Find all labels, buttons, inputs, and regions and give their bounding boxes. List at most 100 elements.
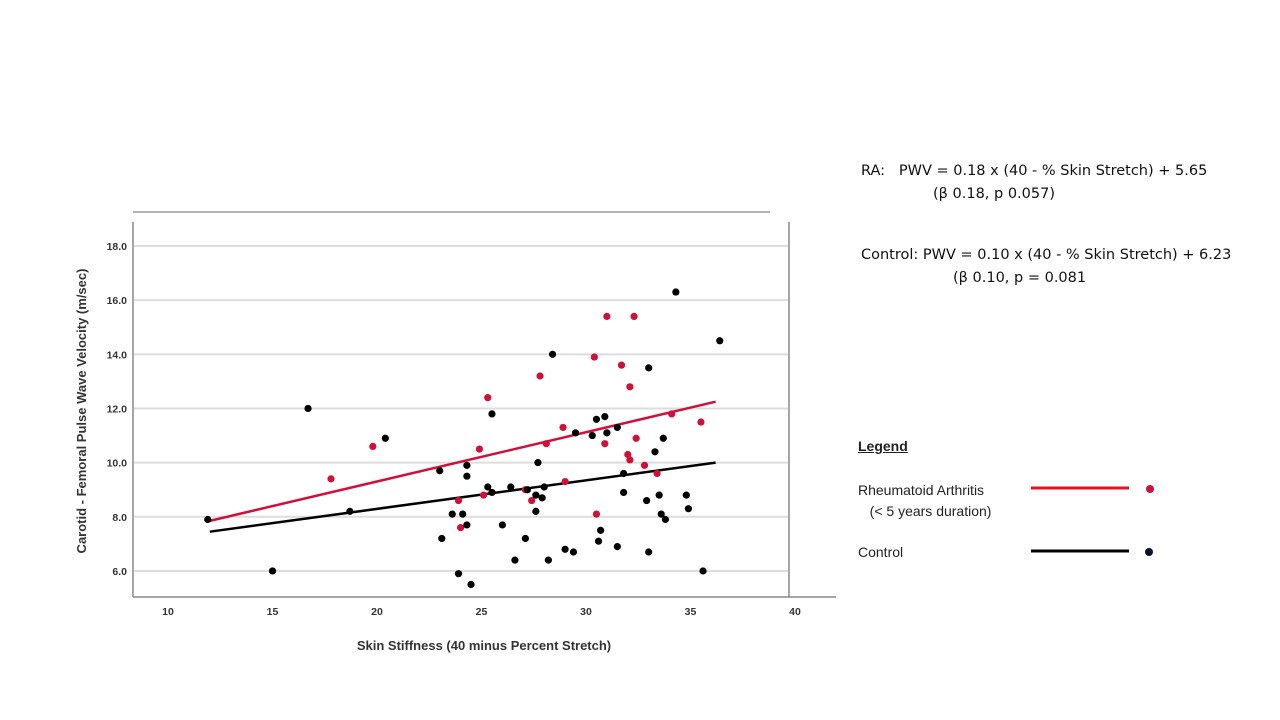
ra-data-point xyxy=(697,418,705,426)
ra-data-point xyxy=(484,394,492,402)
x-tick-label: 10 xyxy=(162,606,174,618)
control-data-point xyxy=(532,491,540,499)
x-tick-label: 35 xyxy=(685,606,697,618)
control-data-point xyxy=(346,507,354,515)
control-fit-line xyxy=(209,461,716,533)
x-tick-label: 15 xyxy=(267,606,279,618)
control-data-point xyxy=(484,483,492,491)
control-data-point xyxy=(657,510,665,518)
ra-data-point xyxy=(542,440,550,448)
control-data-point xyxy=(548,350,557,358)
control-data-point xyxy=(620,469,628,478)
data-points xyxy=(204,288,724,589)
control-data-point xyxy=(438,534,446,543)
control-data-point xyxy=(716,337,724,345)
ra-data-point xyxy=(561,477,569,486)
legend-control-label: Control xyxy=(858,544,904,560)
control-data-point xyxy=(467,580,475,589)
control-data-point xyxy=(532,507,540,515)
control-data-point xyxy=(488,488,496,497)
control-data-point xyxy=(523,486,532,494)
legend-control-marker xyxy=(1145,548,1153,556)
y-tick-label: 14.0 xyxy=(107,349,128,361)
control-data-point xyxy=(643,496,651,505)
ra-data-point xyxy=(624,450,632,459)
control-equation: Control: PWV = 0.10 x (40 - % Skin Stret… xyxy=(861,247,1232,263)
ra-data-point xyxy=(632,434,640,442)
y-tick-labels: 6.0 8.0 10.0 12.0 14.0 16.0 18.0 xyxy=(107,241,128,578)
control-statistics: (β 0.10, p = 0.081 xyxy=(953,270,1087,286)
y-tick-label: 16.0 xyxy=(107,295,128,307)
ra-data-point xyxy=(369,442,377,450)
control-data-point xyxy=(459,510,467,518)
control-data-point xyxy=(603,429,611,437)
control-data-point xyxy=(594,537,603,545)
y-tick-label: 10.0 xyxy=(107,458,128,470)
ra-data-point xyxy=(454,496,463,505)
control-data-point xyxy=(561,545,569,553)
ra-data-point xyxy=(601,440,609,448)
control-data-point xyxy=(651,448,659,456)
control-data-point xyxy=(544,556,552,564)
x-axis-label: Skin Stiffness (40 minus Percent Stretch… xyxy=(357,638,611,653)
ra-data-point xyxy=(603,312,611,321)
ra-data-point xyxy=(536,372,544,380)
control-data-point xyxy=(659,434,667,442)
ra-data-point xyxy=(668,410,676,418)
control-data-point xyxy=(661,515,670,524)
control-data-point xyxy=(511,556,519,564)
control-data-point xyxy=(204,515,212,524)
ra-data-point xyxy=(479,491,488,499)
control-data-point xyxy=(684,505,693,513)
ra-data-point xyxy=(475,445,484,453)
control-data-point xyxy=(507,483,515,491)
fit-lines xyxy=(209,400,716,533)
x-tick-label: 40 xyxy=(789,606,801,618)
control-data-point xyxy=(645,364,653,372)
control-data-point xyxy=(436,467,444,475)
ra-data-point xyxy=(640,461,649,469)
control-data-point xyxy=(571,429,580,437)
legend-ra-label: Rheumatoid Arthritis (< 5 years duration… xyxy=(858,482,992,519)
control-data-point xyxy=(645,548,653,556)
legend-ra-marker xyxy=(1146,485,1154,493)
ra-fit-line xyxy=(209,400,716,523)
y-tick-label: 8.0 xyxy=(112,512,127,524)
ra-data-point xyxy=(617,361,626,369)
control-data-point xyxy=(521,534,529,543)
ra-data-point xyxy=(626,456,634,464)
control-data-point xyxy=(381,434,389,442)
y-tick-label: 12.0 xyxy=(107,403,128,415)
ra-data-point xyxy=(559,423,567,432)
x-tick-label: 25 xyxy=(476,606,488,618)
control-data-point xyxy=(534,459,542,467)
y-tick-label: 6.0 xyxy=(112,566,127,578)
y-tick-label: 18.0 xyxy=(107,241,128,253)
control-data-point xyxy=(463,521,471,529)
ra-data-point xyxy=(590,353,598,361)
control-data-point xyxy=(588,431,596,440)
control-data-point xyxy=(613,423,621,432)
control-data-point xyxy=(448,510,456,518)
ra-data-point xyxy=(327,475,335,483)
control-data-point xyxy=(538,494,546,502)
control-data-point xyxy=(601,413,609,421)
ra-data-point xyxy=(653,469,661,478)
ra-equation: RA: PWV = 0.18 x (40 - % Skin Stretch) +… xyxy=(861,163,1208,179)
control-data-point xyxy=(682,491,690,499)
x-tick-labels: 10 15 20 25 30 35 40 xyxy=(162,606,801,618)
control-data-point xyxy=(488,410,496,418)
ra-data-point xyxy=(626,383,634,391)
control-data-point xyxy=(592,415,601,423)
control-data-point xyxy=(597,526,605,534)
control-data-point xyxy=(268,567,277,575)
ra-data-point xyxy=(592,510,601,518)
control-data-point xyxy=(699,567,707,575)
control-data-point xyxy=(463,461,471,469)
y-axis-label: Carotid - Femoral Pulse Wave Velocity (m… xyxy=(74,269,89,554)
control-data-point xyxy=(463,472,471,480)
control-data-point xyxy=(655,491,663,499)
legend-title: Legend xyxy=(858,438,908,454)
ra-data-point xyxy=(528,496,536,505)
